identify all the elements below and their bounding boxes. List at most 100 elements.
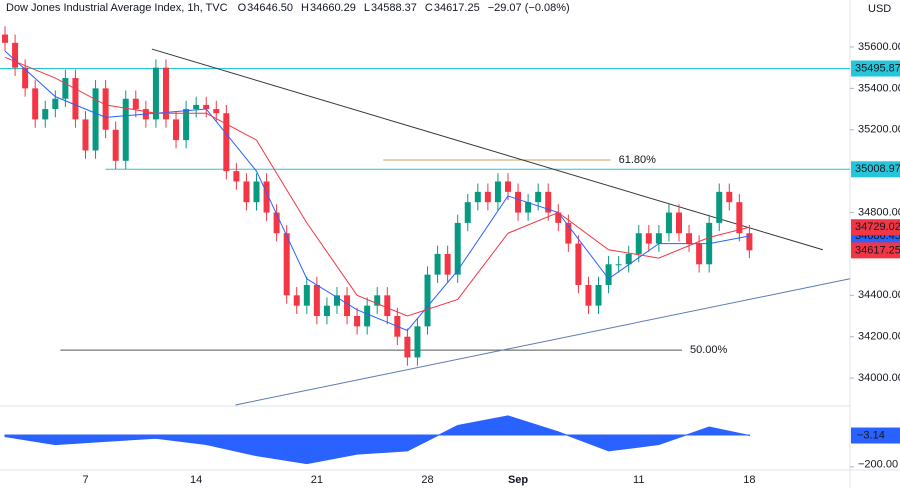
candle-body [464,202,471,223]
candle-body [22,67,29,89]
fib-label: 61.80% [619,154,657,166]
osc-tick-label: −200.00 [858,459,898,471]
candle-body [374,295,381,306]
trendline [151,48,823,251]
symbol-title: Dow Jones Industrial Average Index, 1h, … [6,2,228,14]
candle-body [52,98,59,110]
change: −29.07 (−0.08%) [488,2,570,14]
candle-body [384,295,391,317]
ohlc-key: L [364,2,370,14]
candle-body [152,67,159,120]
x-tick-label: 7 [82,474,88,486]
candle-body [122,98,129,161]
y-tick-label: 34000.00 [858,372,900,384]
candle-body [605,264,612,285]
candle-body [42,109,49,120]
candle-body [746,233,753,251]
candle-body [655,233,662,244]
ma-label: 34729.02 [855,221,900,233]
candle-body [162,67,169,120]
candle-body [132,98,139,110]
y-tick-label: 35200.00 [858,124,900,136]
candle-body [444,253,451,275]
level-label-box [851,60,900,77]
ohlc-key: O [238,2,247,14]
candle-body [283,233,290,296]
candle-body [82,119,89,151]
y-tick-label: 34400.00 [858,289,900,301]
ohlc-key: C [425,2,433,14]
candle-body [736,202,743,234]
candle-body [525,202,532,213]
candle-body [203,104,210,110]
candle-body [344,295,351,317]
candle-body [615,264,622,266]
candle-body [293,295,300,306]
candle-body [726,191,733,203]
candle-body [555,212,562,223]
ohlc-value: 34617.25 [434,2,480,14]
moving-average [4,50,750,332]
candle-body [434,253,441,275]
currency: USD [868,3,891,15]
candle-body [333,295,340,306]
candle-body [645,233,652,244]
candle-body [253,181,260,203]
candle-body [243,181,250,203]
osc-value-box [851,427,900,444]
candle-body [595,284,602,306]
last-price-label: 34617.25 [855,244,900,256]
candle-body [686,233,693,244]
candle-body [32,88,39,120]
ohlc-value: 34646.50 [247,2,293,14]
candle-body [2,34,9,43]
candle-body [12,42,19,68]
ma-label-box [851,219,900,236]
oscillator-area [4,415,750,465]
candle-body [173,119,180,141]
osc-value-label: −3.14 [857,429,885,441]
level-label-box [851,161,900,178]
candle-body [696,243,703,265]
x-tick-label: 14 [190,474,202,486]
candle-body [504,181,511,192]
candle-body [62,78,69,99]
last-price-label-box [851,242,900,259]
candle-body [454,222,461,275]
candle-body [404,336,411,358]
candle-body [565,222,572,244]
y-tick-label: 35400.00 [858,82,900,94]
candle-body [424,274,431,327]
candle-body [625,253,632,265]
candle-body [263,181,270,213]
level-label: 35008.97 [855,163,900,175]
candle-body [515,191,522,213]
candle-body [193,104,200,110]
y-tick-label: 34200.00 [858,331,900,343]
candle-body [92,88,99,151]
candle-body [535,191,542,203]
candle-body [354,316,361,327]
candle-body [635,233,642,254]
ohlc-key: H [301,2,309,14]
candle-body [313,284,320,317]
candle-body [213,109,220,114]
candle-body [585,284,592,306]
candle-body [112,129,119,161]
candle-body [545,191,552,213]
ohlc-value: 34588.37 [371,2,417,14]
y-tick-label: 35600.00 [858,41,900,53]
candle-body [303,284,310,306]
level-label: 35495.87 [855,62,900,74]
candle-body [675,212,682,234]
x-tick-label: 18 [743,474,755,486]
x-tick-label: Sep [508,474,528,486]
candle-body [665,212,672,234]
candle-body [716,191,723,223]
y-tick-label: 34800.00 [858,206,900,218]
candle-body [474,191,481,203]
candle-body [414,326,421,358]
candle-body [575,243,582,285]
candle-body [484,191,491,203]
